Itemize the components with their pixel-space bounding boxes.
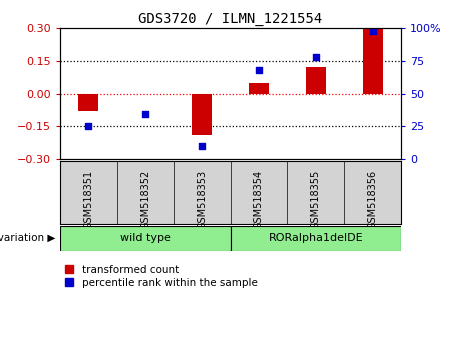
Text: GSM518354: GSM518354 <box>254 170 264 229</box>
Point <box>369 28 376 34</box>
Legend: transformed count, percentile rank within the sample: transformed count, percentile rank withi… <box>65 265 258 288</box>
Text: GSM518356: GSM518356 <box>367 170 378 229</box>
Point <box>255 67 263 73</box>
Text: GSM518352: GSM518352 <box>140 170 150 229</box>
Bar <box>363 28 383 93</box>
Bar <box>192 93 212 135</box>
Bar <box>230 226 401 251</box>
Text: GSM518351: GSM518351 <box>83 170 94 229</box>
Point <box>312 54 319 60</box>
Text: GSM518353: GSM518353 <box>197 170 207 229</box>
Text: genotype/variation ▶: genotype/variation ▶ <box>0 233 55 244</box>
Title: GDS3720 / ILMN_1221554: GDS3720 / ILMN_1221554 <box>138 12 323 26</box>
Point <box>142 112 149 117</box>
Point <box>198 143 206 149</box>
Point <box>85 123 92 129</box>
Text: GSM518355: GSM518355 <box>311 170 321 229</box>
Bar <box>306 68 326 93</box>
Bar <box>78 93 98 111</box>
Text: RORalpha1delDE: RORalpha1delDE <box>268 233 363 244</box>
Text: wild type: wild type <box>120 233 171 244</box>
Bar <box>60 226 230 251</box>
Bar <box>249 83 269 93</box>
